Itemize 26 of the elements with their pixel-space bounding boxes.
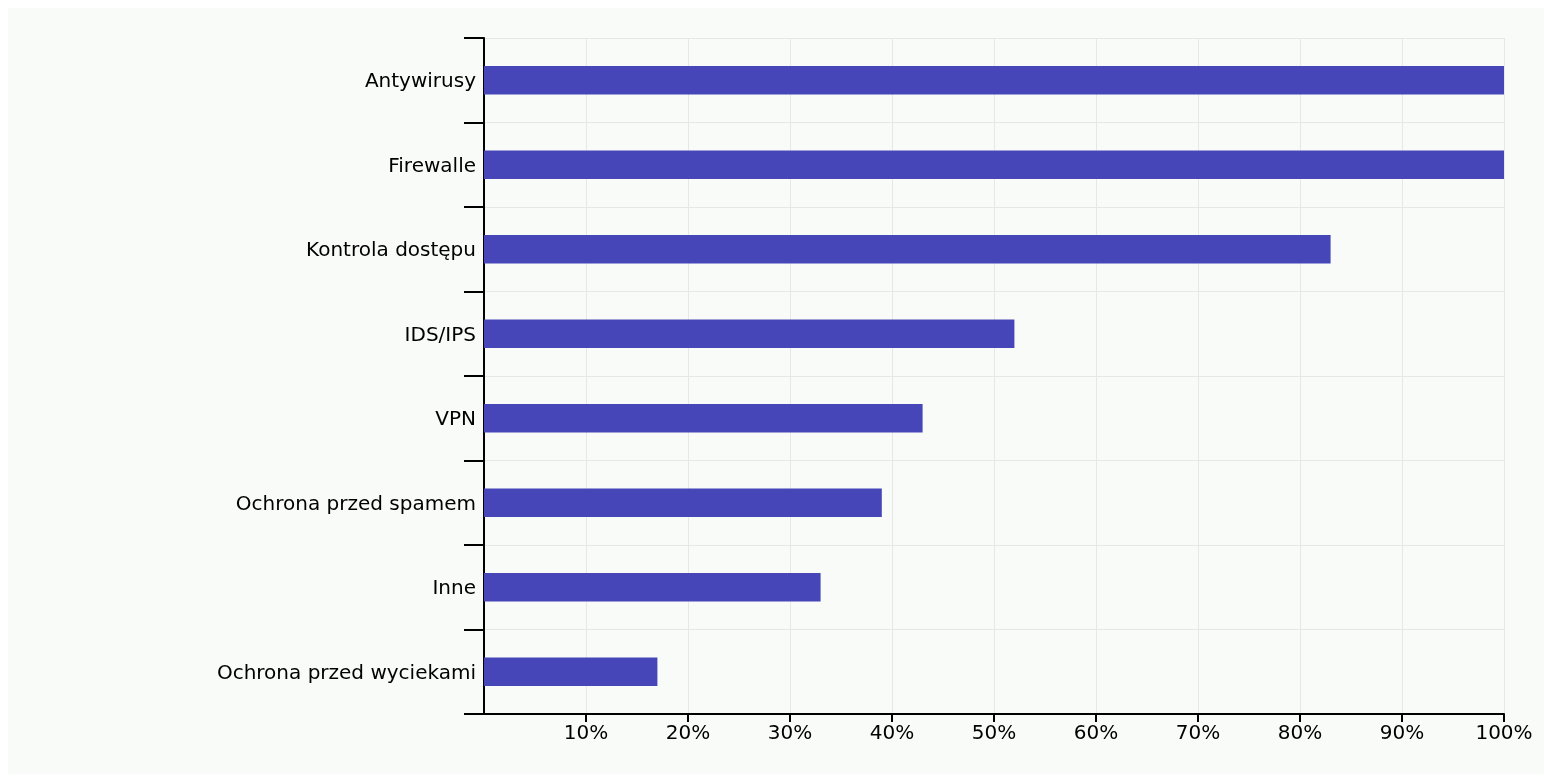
bar (484, 319, 1015, 349)
y-tick-label: Kontrola dostępu (306, 237, 476, 262)
x-tick-label: 60% (1073, 720, 1119, 744)
bar (484, 403, 923, 433)
y-tick-label: Ochrona przed wyciekami (216, 659, 476, 684)
bar (484, 657, 658, 687)
y-tick-label: Ochrona przed spamem (235, 490, 476, 515)
x-tick-label: 70% (1175, 720, 1221, 744)
y-tick-label: Firewalle (388, 152, 476, 177)
bar (484, 234, 1331, 264)
y-tick-label: Inne (432, 575, 476, 600)
bar (484, 65, 1504, 95)
bar (484, 488, 882, 518)
x-tick-label: 30% (767, 720, 813, 744)
x-tick-label: 100% (1475, 720, 1533, 744)
y-tick-label: IDS/IPS (404, 321, 476, 346)
x-tick-label: 20% (665, 720, 711, 744)
y-tick-label: Antywirusy (364, 68, 477, 93)
bar (484, 572, 821, 602)
x-tick-label: 80% (1277, 720, 1323, 744)
bar (484, 150, 1504, 180)
y-tick-label: VPN (435, 406, 476, 431)
x-tick-label: 40% (869, 720, 915, 744)
x-tick-label: 90% (1379, 720, 1425, 744)
x-tick-label: 50% (971, 720, 1017, 744)
x-tick-label: 10% (563, 720, 609, 744)
